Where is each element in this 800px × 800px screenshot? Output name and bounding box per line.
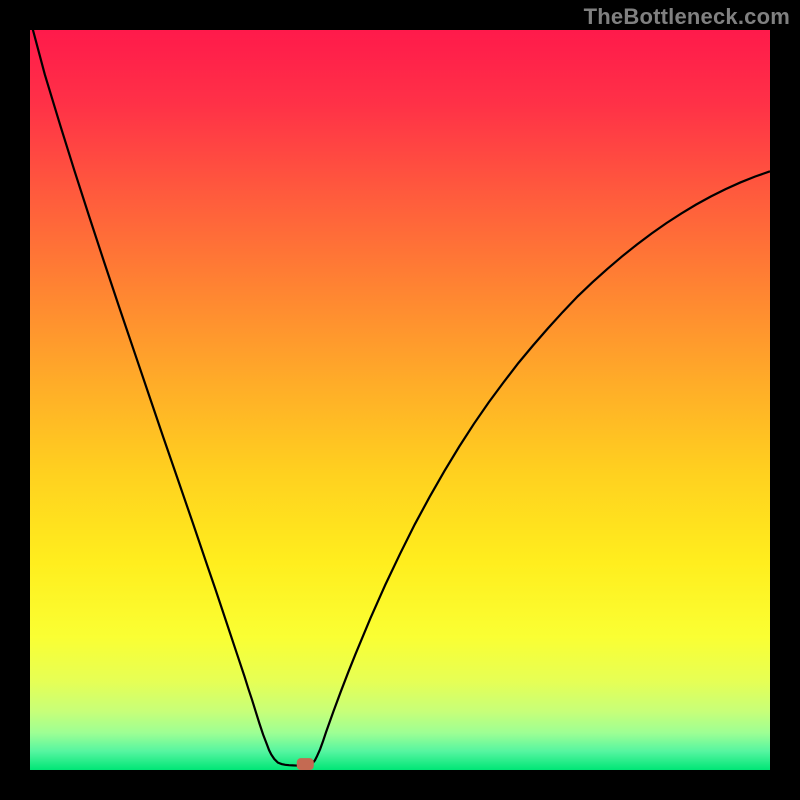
watermark-text: TheBottleneck.com bbox=[584, 4, 790, 30]
gradient-plot-area bbox=[30, 30, 770, 770]
optimum-marker bbox=[297, 758, 314, 770]
bottleneck-chart bbox=[0, 0, 800, 800]
